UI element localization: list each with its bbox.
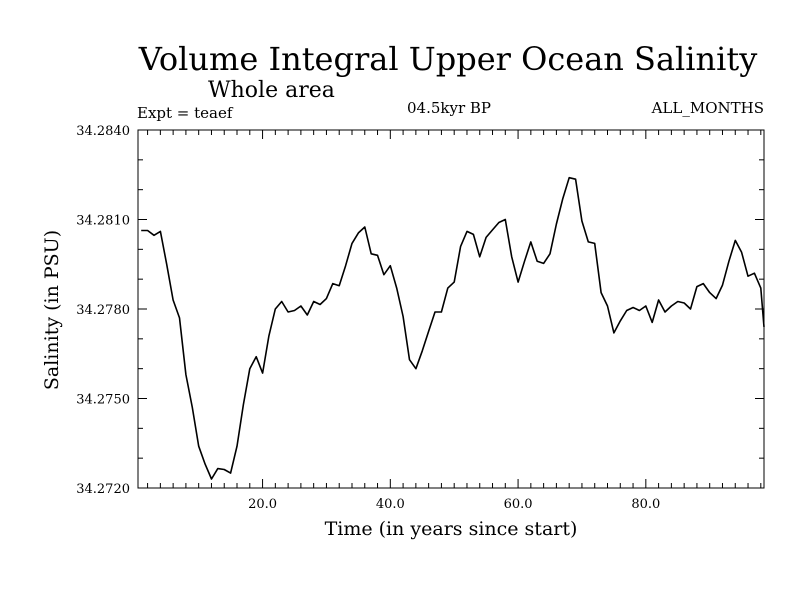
y-tick-label: 34.2780 [76, 303, 130, 318]
x-tick-label: 60.0 [504, 497, 533, 512]
y-tick-label: 34.2720 [76, 482, 130, 497]
x-tick-label: 40.0 [376, 497, 405, 512]
x-tick-label: 20.0 [248, 497, 277, 512]
chart-title: Volume Integral Upper Ocean Salinity [138, 40, 758, 78]
months-label: ALL_MONTHS [651, 99, 764, 117]
experiment-label: Expt = teaef [137, 104, 233, 122]
x-axis-label: Time (in years since start) [324, 518, 578, 540]
salinity-series-line [141, 176, 765, 480]
x-tick-label: 80.0 [631, 497, 660, 512]
y-tick-label: 34.2750 [76, 393, 130, 408]
chart-subtitle: Whole area [208, 78, 335, 103]
period-label: 04.5kyr BP [407, 99, 492, 117]
y-tick-label: 34.2810 [76, 214, 130, 229]
y-tick-label: 34.2840 [76, 124, 130, 139]
plot-frame [137, 129, 765, 489]
